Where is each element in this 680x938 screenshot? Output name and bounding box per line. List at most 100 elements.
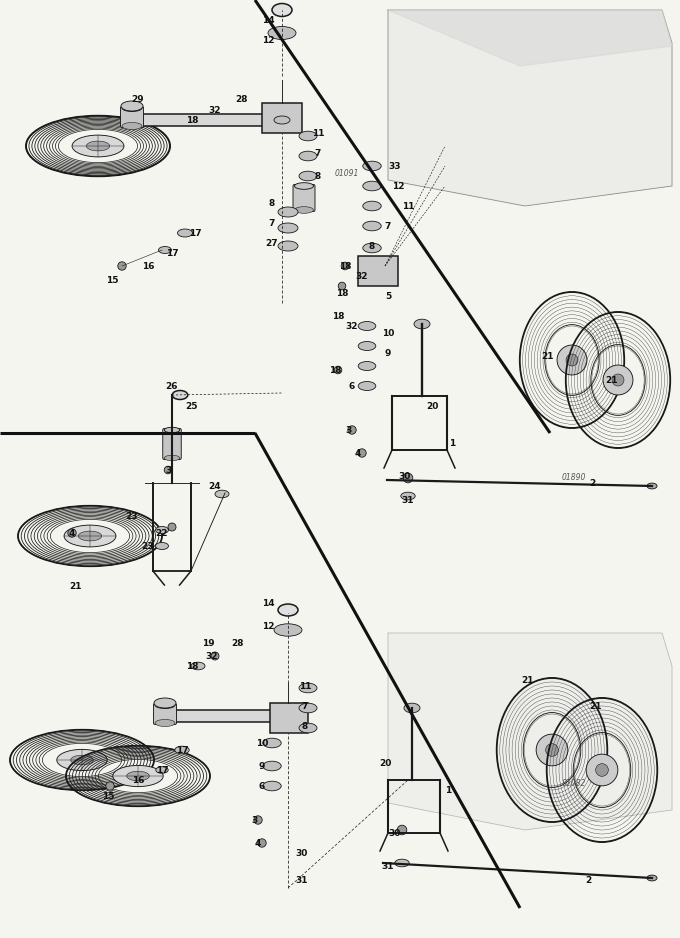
Ellipse shape [596, 764, 609, 777]
Ellipse shape [78, 531, 102, 541]
Text: 32: 32 [345, 322, 358, 330]
Circle shape [258, 839, 266, 847]
Text: 31: 31 [381, 861, 394, 870]
Text: 17: 17 [188, 229, 201, 237]
Ellipse shape [86, 141, 109, 151]
Circle shape [358, 448, 367, 457]
Text: 7: 7 [385, 221, 391, 231]
Polygon shape [388, 633, 672, 830]
Text: 2: 2 [589, 478, 595, 488]
Ellipse shape [175, 747, 189, 754]
Ellipse shape [278, 241, 298, 251]
Text: 11: 11 [402, 202, 414, 210]
Ellipse shape [299, 683, 317, 693]
Ellipse shape [155, 719, 175, 727]
Text: 28: 28 [236, 96, 248, 104]
Text: 18: 18 [339, 262, 352, 270]
Text: 28: 28 [232, 639, 244, 647]
Ellipse shape [536, 734, 568, 765]
Text: 01890: 01890 [562, 473, 586, 482]
Text: 18: 18 [336, 289, 348, 297]
Ellipse shape [268, 26, 296, 39]
Text: 31: 31 [296, 875, 308, 885]
Ellipse shape [358, 382, 376, 390]
Ellipse shape [557, 345, 587, 375]
Text: 9: 9 [259, 762, 265, 770]
Circle shape [397, 825, 407, 835]
Ellipse shape [113, 765, 163, 787]
Ellipse shape [278, 604, 298, 616]
Ellipse shape [414, 319, 430, 329]
Text: 11: 11 [311, 129, 324, 138]
Ellipse shape [158, 247, 171, 253]
Circle shape [164, 466, 172, 474]
Text: 9: 9 [385, 349, 391, 357]
Ellipse shape [165, 428, 180, 432]
Text: 1: 1 [445, 785, 451, 794]
Text: 17: 17 [156, 765, 169, 775]
Text: 31: 31 [402, 495, 414, 505]
Polygon shape [388, 10, 672, 66]
FancyBboxPatch shape [154, 704, 177, 724]
Text: 30: 30 [389, 828, 401, 838]
Text: 10: 10 [256, 738, 268, 748]
Ellipse shape [64, 525, 116, 547]
Ellipse shape [299, 151, 317, 160]
Text: 16: 16 [141, 262, 154, 270]
Text: 3: 3 [345, 426, 351, 434]
Ellipse shape [155, 702, 175, 708]
Text: 14: 14 [262, 598, 274, 608]
Ellipse shape [603, 365, 633, 395]
Ellipse shape [401, 492, 415, 500]
Ellipse shape [72, 135, 124, 157]
Ellipse shape [274, 624, 302, 636]
Ellipse shape [126, 771, 150, 780]
Ellipse shape [647, 483, 657, 489]
Ellipse shape [358, 341, 376, 351]
Ellipse shape [278, 223, 298, 233]
Text: 21: 21 [589, 702, 601, 710]
Text: 4: 4 [69, 528, 75, 537]
FancyBboxPatch shape [293, 185, 315, 211]
Ellipse shape [294, 183, 313, 189]
Ellipse shape [363, 161, 381, 171]
Text: 8: 8 [369, 241, 375, 250]
Text: 01091: 01091 [335, 169, 359, 178]
FancyBboxPatch shape [120, 107, 143, 128]
Text: 21: 21 [522, 675, 534, 685]
Ellipse shape [262, 762, 282, 771]
Text: 19: 19 [202, 639, 214, 647]
Circle shape [118, 262, 126, 270]
FancyBboxPatch shape [270, 703, 308, 733]
Ellipse shape [156, 526, 169, 534]
Text: 14: 14 [262, 16, 274, 24]
Text: 16: 16 [132, 776, 144, 784]
Circle shape [254, 816, 262, 825]
Text: 1: 1 [449, 438, 455, 447]
Text: 17: 17 [166, 249, 178, 258]
Text: 30: 30 [398, 472, 411, 480]
Text: 15: 15 [102, 792, 114, 800]
Text: 32: 32 [209, 105, 221, 114]
Text: 7: 7 [302, 702, 308, 710]
Text: 8: 8 [269, 199, 275, 207]
Ellipse shape [154, 698, 176, 708]
Text: 6: 6 [349, 382, 355, 390]
Text: 7: 7 [315, 148, 321, 158]
Ellipse shape [404, 704, 420, 713]
Ellipse shape [363, 221, 381, 231]
Text: 2: 2 [585, 875, 591, 885]
Ellipse shape [177, 229, 192, 237]
Text: 3: 3 [252, 815, 258, 825]
Ellipse shape [121, 101, 143, 111]
FancyBboxPatch shape [262, 103, 302, 133]
Text: 33: 33 [389, 161, 401, 171]
Ellipse shape [358, 322, 376, 330]
Ellipse shape [566, 354, 578, 366]
Text: 20: 20 [379, 759, 391, 767]
Ellipse shape [122, 104, 142, 112]
Ellipse shape [395, 859, 409, 867]
Polygon shape [388, 10, 672, 206]
Text: 30: 30 [296, 849, 308, 857]
Ellipse shape [299, 131, 317, 141]
